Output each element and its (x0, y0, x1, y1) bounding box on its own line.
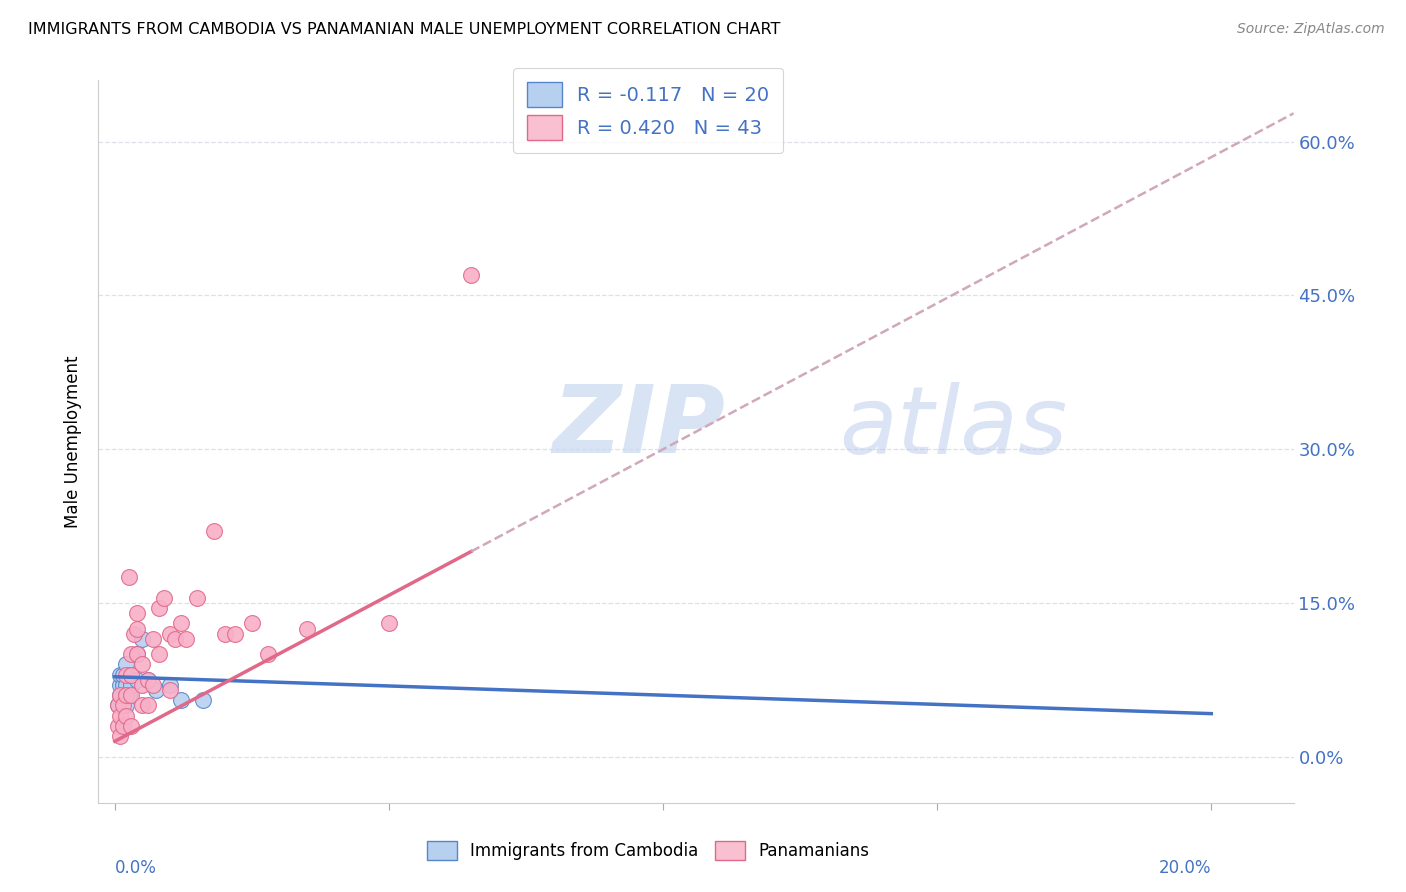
Point (122, 626, 145, 640)
Text: ZIP: ZIP (553, 381, 725, 473)
Point (159, 683, 181, 698)
Point (107, 719, 129, 733)
Point (153, 591, 176, 605)
Point (174, 632, 197, 646)
Point (145, 683, 167, 698)
Point (125, 606, 148, 620)
Point (131, 698, 153, 713)
Point (142, 678, 165, 692)
Point (136, 698, 159, 713)
Point (125, 673, 148, 687)
Point (131, 632, 153, 646)
Point (125, 622, 148, 636)
Point (120, 678, 142, 692)
Point (169, 616, 191, 631)
Y-axis label: Male Unemployment: Male Unemployment (65, 355, 83, 528)
Point (131, 657, 153, 672)
Point (112, 719, 135, 733)
Point (110, 688, 132, 702)
Point (110, 708, 132, 723)
Point (136, 673, 159, 687)
Point (214, 626, 236, 640)
Point (186, 591, 208, 605)
Point (460, 268, 482, 282)
Point (110, 667, 132, 681)
Point (120, 647, 142, 661)
Point (107, 698, 129, 713)
Point (112, 698, 135, 713)
Point (159, 678, 181, 692)
Point (240, 616, 263, 631)
Point (125, 647, 148, 661)
Point (136, 673, 159, 687)
Point (120, 719, 142, 733)
Point (120, 667, 142, 681)
Point (112, 667, 135, 681)
Point (142, 632, 165, 646)
Point (148, 647, 170, 661)
Point (114, 667, 136, 681)
Point (125, 647, 148, 661)
Point (110, 678, 132, 692)
Point (224, 626, 246, 640)
Point (112, 678, 135, 692)
Legend: Immigrants from Cambodia, Panamanians: Immigrants from Cambodia, Panamanians (420, 834, 876, 867)
Point (114, 657, 136, 672)
Point (110, 729, 132, 743)
Point (114, 688, 136, 702)
Point (107, 698, 129, 713)
Text: atlas: atlas (839, 382, 1067, 473)
Point (110, 688, 132, 702)
Point (114, 678, 136, 692)
Point (169, 693, 191, 707)
Point (117, 570, 139, 584)
Point (117, 688, 139, 702)
Point (120, 688, 142, 702)
Point (295, 622, 318, 636)
Point (120, 667, 142, 681)
Point (114, 698, 136, 713)
Point (257, 647, 280, 661)
Text: 0.0%: 0.0% (115, 859, 156, 877)
Point (131, 678, 153, 692)
Point (148, 601, 170, 615)
Point (202, 524, 225, 539)
Point (114, 708, 136, 723)
Point (378, 616, 401, 631)
Text: 20.0%: 20.0% (1159, 859, 1212, 877)
Point (159, 626, 181, 640)
Text: IMMIGRANTS FROM CAMBODIA VS PANAMANIAN MALE UNEMPLOYMENT CORRELATION CHART: IMMIGRANTS FROM CAMBODIA VS PANAMANIAN M… (28, 22, 780, 37)
Point (191, 693, 214, 707)
Point (165, 632, 187, 646)
Text: Source: ZipAtlas.com: Source: ZipAtlas.com (1237, 22, 1385, 37)
